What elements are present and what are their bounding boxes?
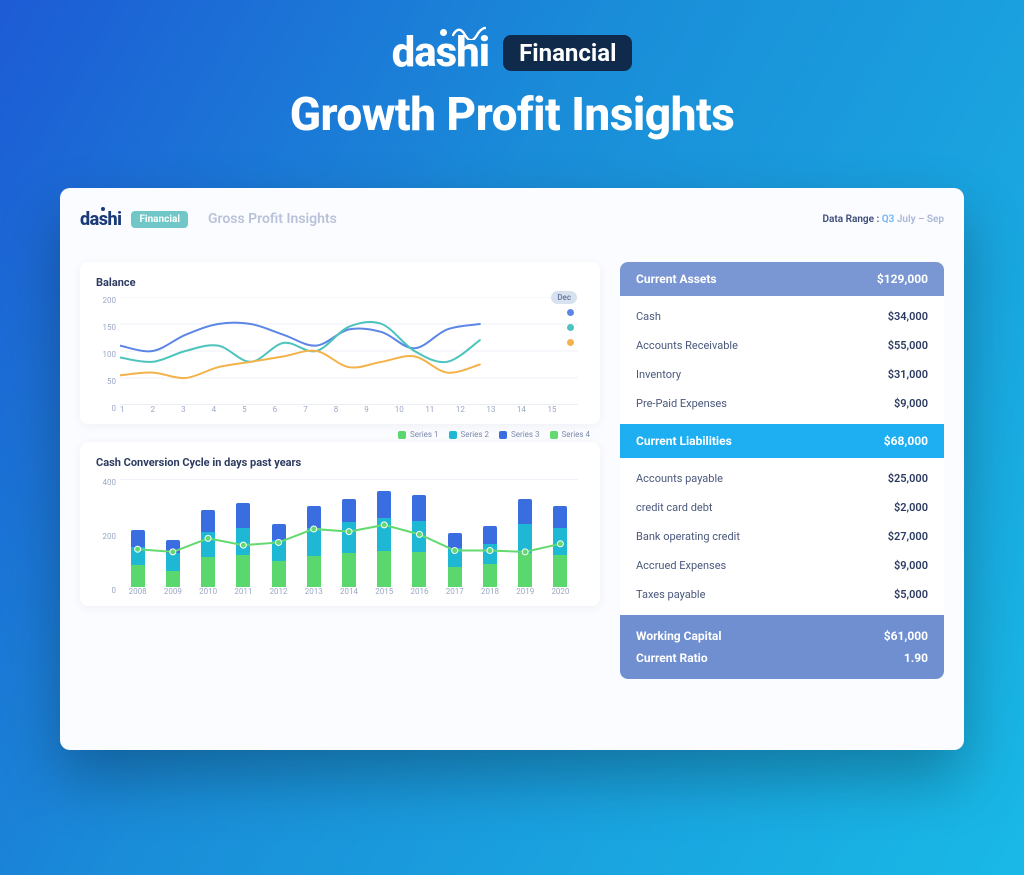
ccc-chart: 4002000 20082009201020112012201320142015… <box>96 479 584 596</box>
date-range-quarter: Q3 <box>882 214 895 225</box>
dashboard-header-left: dashi Financial Gross Profit Insights <box>80 209 337 230</box>
hero-logo: dashi <box>392 32 490 74</box>
assets-header-title: Current Assets <box>636 272 717 286</box>
table-row: Bank operating credit$27,000 <box>620 522 944 551</box>
assets-rows: Cash$34,000Accounts Receivable$55,000Inv… <box>620 296 944 424</box>
table-row: Accrued Expenses$9,000 <box>620 551 944 580</box>
hero-brand: dashi Financial <box>392 32 633 74</box>
assets-header: Current Assets $129,000 <box>620 262 944 296</box>
panel: Current Assets $129,000 Cash$34,000Accou… <box>620 262 944 679</box>
date-range-label: Data Range : <box>823 214 880 225</box>
ccc-bars-area <box>120 479 584 587</box>
date-range-span: July – Sep <box>897 214 944 225</box>
balance-card: Balance Dec 200150100500 123456789101112… <box>80 262 600 424</box>
liabilities-header-value: $68,000 <box>884 434 928 448</box>
table-row: Taxes payable$5,000 <box>620 580 944 609</box>
hero-title: Growth Profit Insights <box>0 88 1024 142</box>
dashboard-logo-badge: Financial <box>131 211 188 228</box>
ccc-card-title: Cash Conversion Cycle in days past years <box>96 456 584 469</box>
liabilities-header: Current Liabilities $68,000 <box>620 424 944 458</box>
table-row: credit card debt$2,000 <box>620 493 944 522</box>
hero: dashi Financial Growth Profit Insights <box>0 0 1024 142</box>
dashboard-left: Balance Dec 200150100500 123456789101112… <box>80 262 600 730</box>
logo-wave-icon <box>452 26 486 40</box>
assets-panel: Current Assets $129,000 Cash$34,000Accou… <box>620 262 944 730</box>
balance-series-dots <box>567 309 574 346</box>
logo-dot-icon <box>440 29 447 36</box>
table-row: Pre-Paid Expenses$9,000 <box>620 389 944 418</box>
balance-y-axis: 200150100500 <box>96 297 116 413</box>
dashboard-body: Balance Dec 200150100500 123456789101112… <box>80 262 944 730</box>
ccc-bars-row <box>120 479 578 587</box>
date-range[interactable]: Data Range : Q3 July – Sep <box>823 214 944 225</box>
balance-x-axis: 123456789101112131415 <box>120 405 578 414</box>
assets-header-value: $129,000 <box>877 272 928 286</box>
balance-chart-svg <box>120 297 578 405</box>
balance-highlight-label: Dec <box>551 291 577 304</box>
liabilities-header-title: Current Liabilities <box>636 434 732 448</box>
table-row: Accounts payable$25,000 <box>620 464 944 493</box>
dashboard-header: dashi Financial Gross Profit Insights Da… <box>80 204 944 234</box>
ccc-x-axis: 2008200920102011201220132014201520162017… <box>120 587 578 596</box>
table-row: Inventory$31,000 <box>620 360 944 389</box>
panel-footer: Working Capital$61,000Current Ratio1.90 <box>620 615 944 679</box>
dashboard: dashi Financial Gross Profit Insights Da… <box>60 188 964 750</box>
balance-chart: Dec 200150100500 123456789101112131415 <box>96 297 584 414</box>
dashboard-logo: dashi <box>80 209 121 230</box>
hero-badge: Financial <box>503 35 632 71</box>
ccc-card: Cash Conversion Cycle in days past years… <box>80 442 600 606</box>
ccc-legend: Series 1Series 2Series 3Series 4 <box>398 430 590 439</box>
ccc-y-axis: 4002000 <box>96 479 116 595</box>
balance-card-title: Balance <box>96 276 584 289</box>
dashboard-title: Gross Profit Insights <box>208 211 337 227</box>
liabilities-rows: Accounts payable$25,000credit card debt$… <box>620 458 944 615</box>
table-row: Accounts Receivable$55,000 <box>620 331 944 360</box>
table-row: Cash$34,000 <box>620 302 944 331</box>
